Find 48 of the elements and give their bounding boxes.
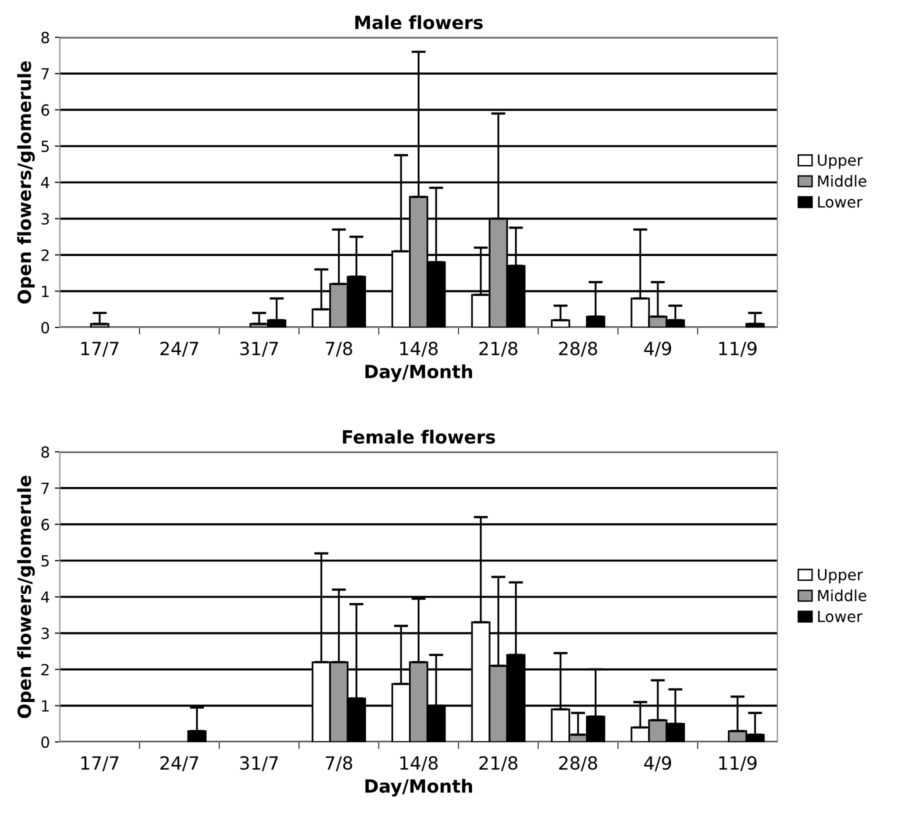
x-tick-label: 14/8 [400, 342, 438, 357]
y-tick-label: 0 [41, 322, 50, 334]
x-tick-label: 7/8 [326, 756, 352, 772]
y-axis-title: Open flowers/glomerule [17, 61, 35, 304]
y-tick-label: 5 [42, 555, 49, 567]
y-tick-label: 6 [41, 104, 50, 116]
x-axis-title: Day/Month [365, 778, 472, 796]
y-tick-label: 8 [41, 32, 50, 44]
y-tick-label: 7 [42, 482, 49, 494]
chart-title: Male flowers [355, 15, 483, 30]
x-tick-label: 7/8 [326, 342, 352, 357]
x-tick-label: 11/9 [719, 756, 757, 772]
y-tick-label: 7 [42, 68, 49, 80]
legend-label: Lower [818, 196, 862, 208]
legend-label: Lower [818, 610, 862, 622]
y-tick-label: 4 [41, 592, 50, 603]
y-tick-label: 2 [41, 664, 49, 676]
legend-label: Upper [818, 569, 863, 584]
y-tick-label: 8 [41, 446, 50, 458]
y-tick-label: 3 [42, 213, 49, 225]
x-tick-label: 21/8 [479, 342, 518, 357]
chart-title: Female flowers [342, 430, 496, 444]
x-tick-label: 14/8 [400, 756, 438, 772]
legend-label: Upper [818, 154, 863, 169]
y-tick-label: 1 [42, 286, 49, 297]
x-tick-label: 28/8 [559, 756, 598, 772]
y-axis-title: Open flowers/glomerule [17, 476, 35, 718]
y-tick-label: 1 [42, 700, 49, 712]
x-tick-label: 17/7 [81, 342, 118, 357]
x-tick-label: 28/8 [559, 342, 598, 357]
x-tick-label: 17/7 [81, 756, 118, 772]
x-tick-label: 21/8 [479, 756, 518, 772]
legend-label: Middle [818, 589, 866, 602]
legend-label: Middle [818, 174, 866, 187]
y-tick-label: 4 [41, 177, 50, 188]
x-tick-label: 24/7 [160, 756, 198, 772]
x-tick-label: 4/9 [644, 342, 672, 357]
x-tick-label: 4/9 [644, 756, 672, 772]
y-tick-label: 6 [41, 518, 50, 530]
y-tick-label: 2 [41, 249, 49, 261]
x-tick-label: 24/7 [160, 342, 198, 357]
y-tick-label: 3 [42, 628, 49, 640]
x-tick-label: 31/7 [240, 756, 278, 772]
x-axis-title: Day/Month [365, 364, 472, 382]
y-tick-label: 5 [42, 140, 49, 152]
y-tick-label: 0 [41, 736, 50, 748]
x-tick-label: 11/9 [719, 342, 757, 357]
x-tick-label: 31/7 [240, 342, 278, 357]
